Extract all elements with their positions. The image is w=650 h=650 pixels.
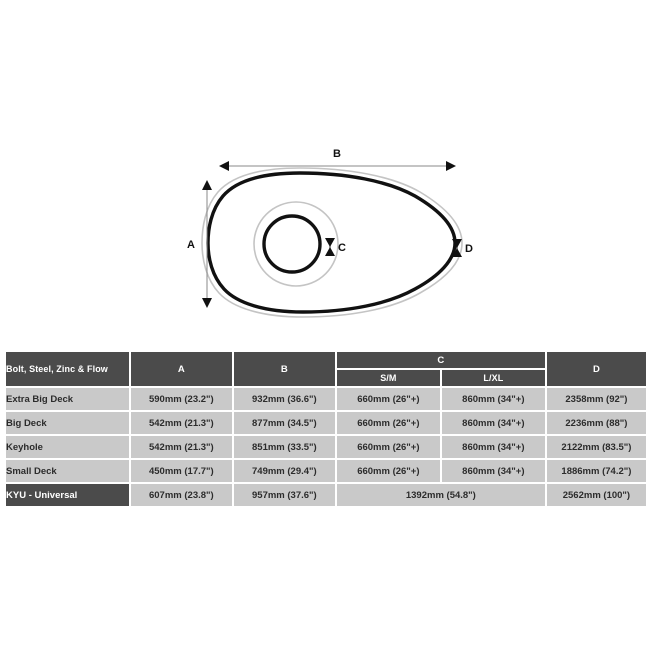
dimension-label-a: A [187,239,195,251]
deck-diagram: B A C D [187,148,473,318]
header-column-c: C [336,352,545,368]
cell-c-lxl: 860mm (34"+) [441,460,545,482]
dimension-label-b: B [333,148,341,160]
header-column-c-lxl: L/XL [441,370,545,386]
handle-circle [262,214,322,274]
table-row: Small Deck 450mm (17.7") 749mm (29.4") 660m… [6,460,646,482]
table-body: Extra Big Deck 590mm (23.2") 932mm (36.6")… [6,388,646,506]
table-header: Bolt, Steel, Zinc & Flow A B C D S/M L/X… [6,352,646,386]
cell-d: 2562mm (100") [546,484,646,506]
cell-b: 957mm (37.6") [233,484,335,506]
cell-d: 1886mm (74.2") [546,460,646,482]
dimension-arrow-b [219,161,456,171]
cell-a: 607mm (23.8") [130,484,232,506]
table-row: Keyhole 542mm (21.3") 851mm (33.5") 660mm (… [6,436,646,458]
cell-b: 877mm (34.5") [233,412,335,434]
table-header-row-sub: S/M L/XL [6,370,646,386]
specification-table: Bolt, Steel, Zinc & Flow A B C D S/M L/X… [4,350,648,508]
cell-d: 2122mm (83.5") [546,436,646,458]
table-row: Big Deck 542mm (21.3") 877mm (34.5") 660mm … [6,412,646,434]
header-column-b: B [233,352,335,386]
cell-d: 2236mm (88") [546,412,646,434]
cell-c-sm: 660mm (26"+) [336,388,440,410]
dimension-arrow-a [202,180,212,308]
cell-c-lxl: 860mm (34"+) [441,436,545,458]
deck-diagram-svg: B A C D [187,148,473,318]
cell-a: 542mm (21.3") [130,412,232,434]
table-header-row-top: Bolt, Steel, Zinc & Flow A B C D [6,352,646,386]
cell-c-sm: 660mm (26"+) [336,436,440,458]
dimension-label-c: C [338,242,346,254]
cell-a: 542mm (21.3") [130,436,232,458]
cell-c-sm: 660mm (26"+) [336,412,440,434]
row-label: Small Deck [6,460,129,482]
header-column-a: A [130,352,232,386]
cell-c-sm: 660mm (26"+) [336,460,440,482]
cell-a: 590mm (23.2") [130,388,232,410]
deck-main-outline [206,171,457,314]
header-label-column: Bolt, Steel, Zinc & Flow [6,352,129,386]
cell-d: 2358mm (92") [546,388,646,410]
table-row: Extra Big Deck 590mm (23.2") 932mm (36.6")… [6,388,646,410]
cell-a: 450mm (17.7") [130,460,232,482]
cell-c-lxl: 860mm (34"+) [441,388,545,410]
cell-c-lxl: 860mm (34"+) [441,412,545,434]
dimension-arrow-c [325,238,335,256]
deck-outer-offset-outline [201,167,463,318]
table-row: KYU - Universal 607mm (23.8") 957mm (37.6"… [6,484,646,506]
dimension-label-d: D [465,243,473,255]
row-label: Big Deck [6,412,129,434]
header-column-d: D [546,352,646,386]
row-label: KYU - Universal [6,484,129,506]
row-label: Extra Big Deck [6,388,129,410]
cell-b: 851mm (33.5") [233,436,335,458]
cell-c-merged: 1392mm (54.8") [336,484,545,506]
dimension-arrow-d [452,239,462,257]
row-label: Keyhole [6,436,129,458]
handle-outer-ring [253,201,339,287]
cell-b: 932mm (36.6") [233,388,335,410]
header-column-c-sm: S/M [336,370,440,386]
cell-b: 749mm (29.4") [233,460,335,482]
